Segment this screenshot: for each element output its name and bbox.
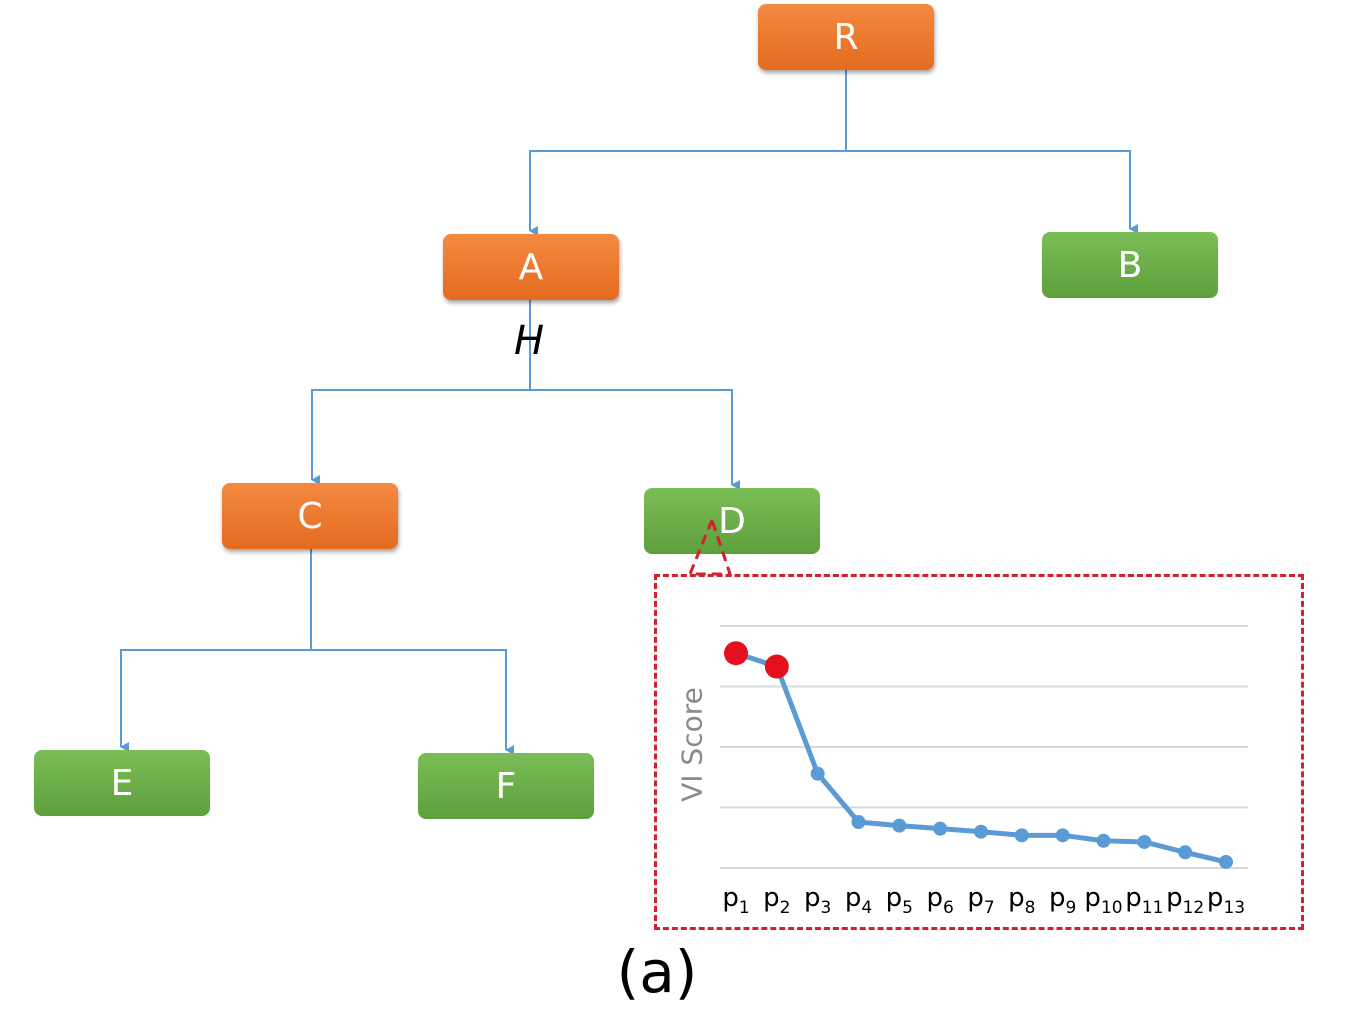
node-a: A — [443, 234, 619, 300]
chart-y-axis-label: VI Score — [675, 687, 709, 802]
node-e: E — [34, 750, 210, 816]
chart-x-tick-label: p10 — [1084, 883, 1122, 918]
node-a-label: A — [518, 246, 544, 288]
edge-a-d — [530, 389, 740, 490]
chart-point — [1219, 854, 1233, 869]
chart-x-tick-label: p7 — [967, 883, 994, 918]
chart-point — [933, 821, 948, 836]
edge-r-b — [846, 150, 1138, 234]
node-r-label: R — [833, 16, 859, 58]
chart-x-tick-label: p5 — [886, 883, 913, 918]
node-r: R — [758, 4, 934, 70]
vi-score-chart: p1 p2 p3 p4 p5 p6 p7 p8 p9 p10 p11 p12 p13 — [720, 625, 1248, 918]
chart-point — [1014, 828, 1029, 843]
chart-x-tick-label: p2 — [763, 883, 790, 918]
chart-point — [892, 818, 907, 833]
figure-caption: (a) — [616, 938, 698, 1006]
node-d: D — [644, 488, 820, 554]
chart-x-tick-label: p12 — [1166, 883, 1204, 918]
chart-x-tick-label: p8 — [1008, 883, 1035, 918]
chart-x-tick-label: p3 — [804, 883, 831, 918]
chart-x-tick-label: p13 — [1207, 883, 1245, 918]
chart-point-highlighted — [764, 654, 789, 679]
node-b-label: B — [1117, 244, 1143, 286]
edge-a-c — [311, 300, 531, 485]
chart-point — [1096, 833, 1111, 848]
chart-x-tick-label: p11 — [1125, 883, 1163, 918]
chart-point — [974, 824, 988, 839]
node-d-label: D — [718, 500, 746, 542]
chart-x-tick-label: p4 — [845, 883, 872, 918]
chart-x-tick-label: p1 — [722, 883, 749, 918]
node-f-label: F — [495, 765, 517, 807]
chart-point — [810, 766, 825, 781]
chart-point — [1178, 845, 1193, 860]
edge-label-h: H — [514, 318, 545, 364]
node-c: C — [222, 483, 398, 549]
edge-r-a — [529, 70, 847, 236]
chart-point-highlighted — [724, 641, 748, 666]
chart-point — [851, 815, 866, 830]
node-c-label: C — [297, 495, 323, 537]
chart-x-tick-label: p6 — [926, 883, 953, 918]
node-b: B — [1042, 232, 1218, 298]
node-f: F — [418, 753, 594, 819]
edge-c-e — [120, 549, 312, 752]
chart-point — [1055, 828, 1070, 843]
node-e-label: E — [110, 762, 134, 804]
chart-point — [1137, 834, 1152, 849]
edge-c-f — [311, 649, 514, 755]
chart-x-tick-label: p9 — [1049, 883, 1076, 918]
inset-frame — [654, 574, 1304, 930]
